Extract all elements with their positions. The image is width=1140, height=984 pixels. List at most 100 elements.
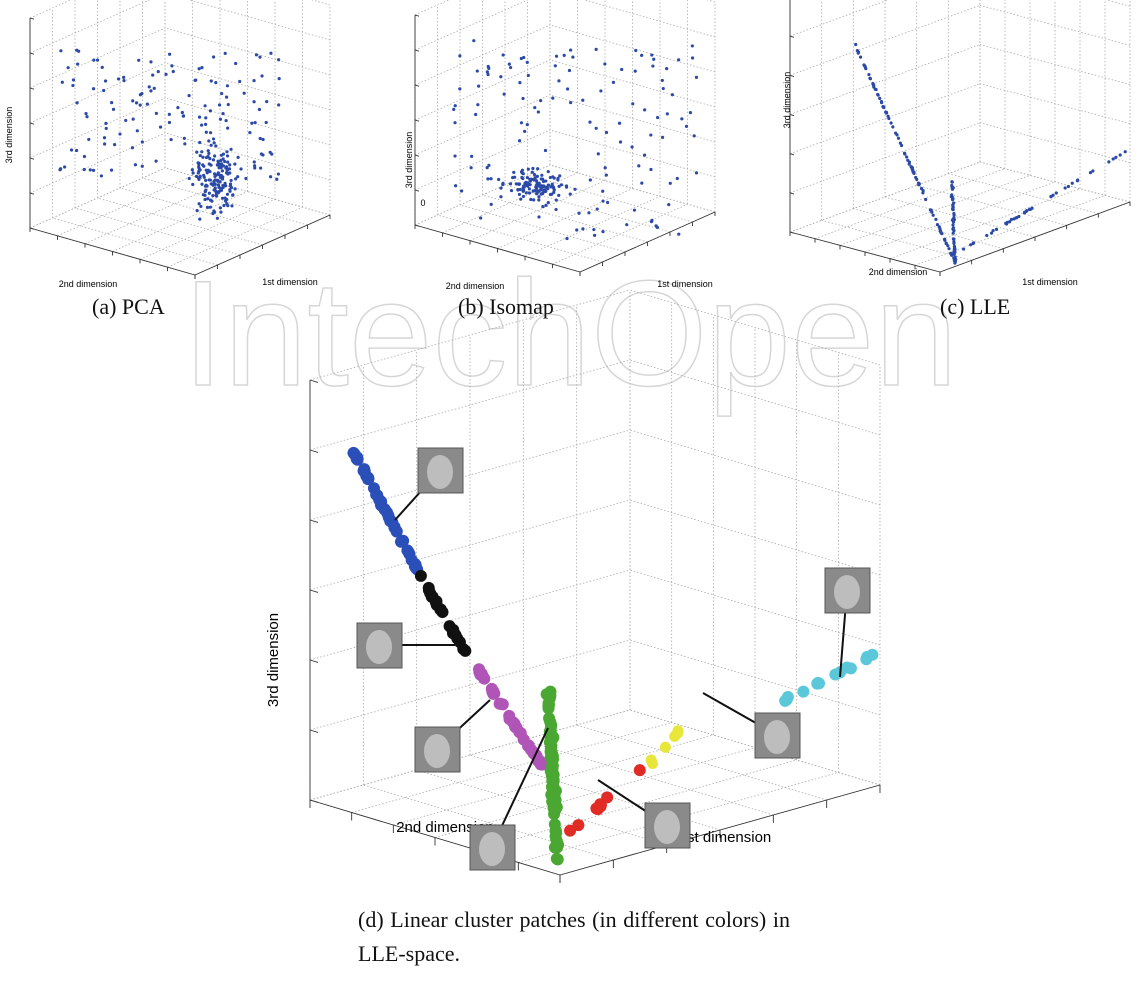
point — [195, 150, 199, 154]
grid-line — [629, 359, 881, 436]
point — [797, 685, 810, 698]
point — [935, 222, 940, 227]
point — [102, 136, 107, 140]
point — [258, 136, 262, 141]
point — [521, 194, 526, 199]
point — [225, 84, 230, 88]
point — [239, 167, 243, 171]
grid-line — [29, 167, 166, 229]
point — [151, 73, 155, 77]
point — [522, 55, 526, 60]
point — [84, 112, 88, 116]
grid-line — [814, 168, 1006, 240]
point — [212, 209, 216, 213]
point — [931, 213, 935, 217]
caption: (b) Isomap — [458, 294, 554, 319]
point — [501, 53, 505, 57]
point — [219, 158, 223, 163]
tick-mark — [414, 49, 420, 52]
grid-line — [351, 722, 672, 813]
grid-line — [504, 184, 671, 233]
point — [252, 100, 256, 104]
point — [118, 132, 122, 136]
point — [347, 446, 360, 459]
point — [134, 101, 139, 105]
grid-line — [414, 0, 529, 51]
grid-line — [459, 204, 626, 253]
point — [403, 548, 416, 561]
point — [1028, 207, 1032, 211]
point — [557, 184, 561, 188]
point — [536, 110, 540, 114]
point — [533, 105, 537, 110]
point — [244, 176, 248, 181]
point — [231, 193, 235, 197]
point — [204, 178, 208, 182]
point — [208, 205, 213, 209]
point — [59, 49, 63, 53]
point — [503, 709, 516, 722]
point — [197, 169, 201, 173]
point — [523, 129, 527, 133]
point — [496, 698, 509, 711]
grid-line — [629, 429, 881, 506]
point — [261, 137, 265, 142]
point — [625, 223, 629, 227]
point — [545, 186, 549, 190]
point — [224, 197, 229, 202]
tick-mark — [309, 659, 319, 663]
point — [88, 168, 92, 172]
point — [854, 42, 858, 47]
point — [138, 103, 142, 107]
point — [277, 103, 281, 107]
grid-line — [164, 167, 331, 216]
point — [487, 685, 500, 698]
point — [665, 112, 669, 116]
point — [596, 152, 600, 156]
point — [207, 151, 211, 155]
point — [554, 198, 558, 202]
point — [206, 149, 210, 153]
caption: (c) LLE — [940, 294, 1011, 319]
point — [169, 137, 173, 142]
point — [499, 195, 503, 199]
point — [688, 111, 693, 115]
point — [149, 60, 153, 64]
point — [208, 178, 212, 182]
point — [876, 92, 880, 97]
point — [568, 192, 572, 196]
point — [202, 173, 206, 177]
point — [430, 595, 443, 608]
point — [485, 166, 489, 170]
point — [517, 192, 521, 197]
point — [264, 120, 268, 125]
point — [529, 197, 533, 202]
point — [221, 112, 225, 116]
point — [219, 210, 223, 214]
point — [565, 87, 570, 91]
point — [458, 87, 462, 91]
point — [855, 49, 859, 53]
point — [654, 224, 658, 228]
point — [191, 171, 195, 175]
point — [595, 207, 599, 211]
axis-line — [789, 231, 941, 273]
point — [215, 163, 219, 167]
point — [470, 154, 474, 158]
point — [103, 142, 107, 146]
point — [643, 108, 647, 112]
point — [895, 133, 899, 137]
point — [214, 173, 219, 177]
point — [198, 153, 202, 158]
point — [211, 211, 215, 216]
axis-label: 3rd dimension — [782, 72, 792, 129]
point — [587, 211, 591, 215]
grid-line — [889, 188, 1081, 260]
point — [242, 91, 246, 95]
point — [535, 181, 539, 185]
point — [167, 112, 171, 116]
point — [1123, 150, 1127, 154]
point — [690, 44, 694, 48]
point — [550, 184, 554, 188]
point — [542, 184, 546, 188]
